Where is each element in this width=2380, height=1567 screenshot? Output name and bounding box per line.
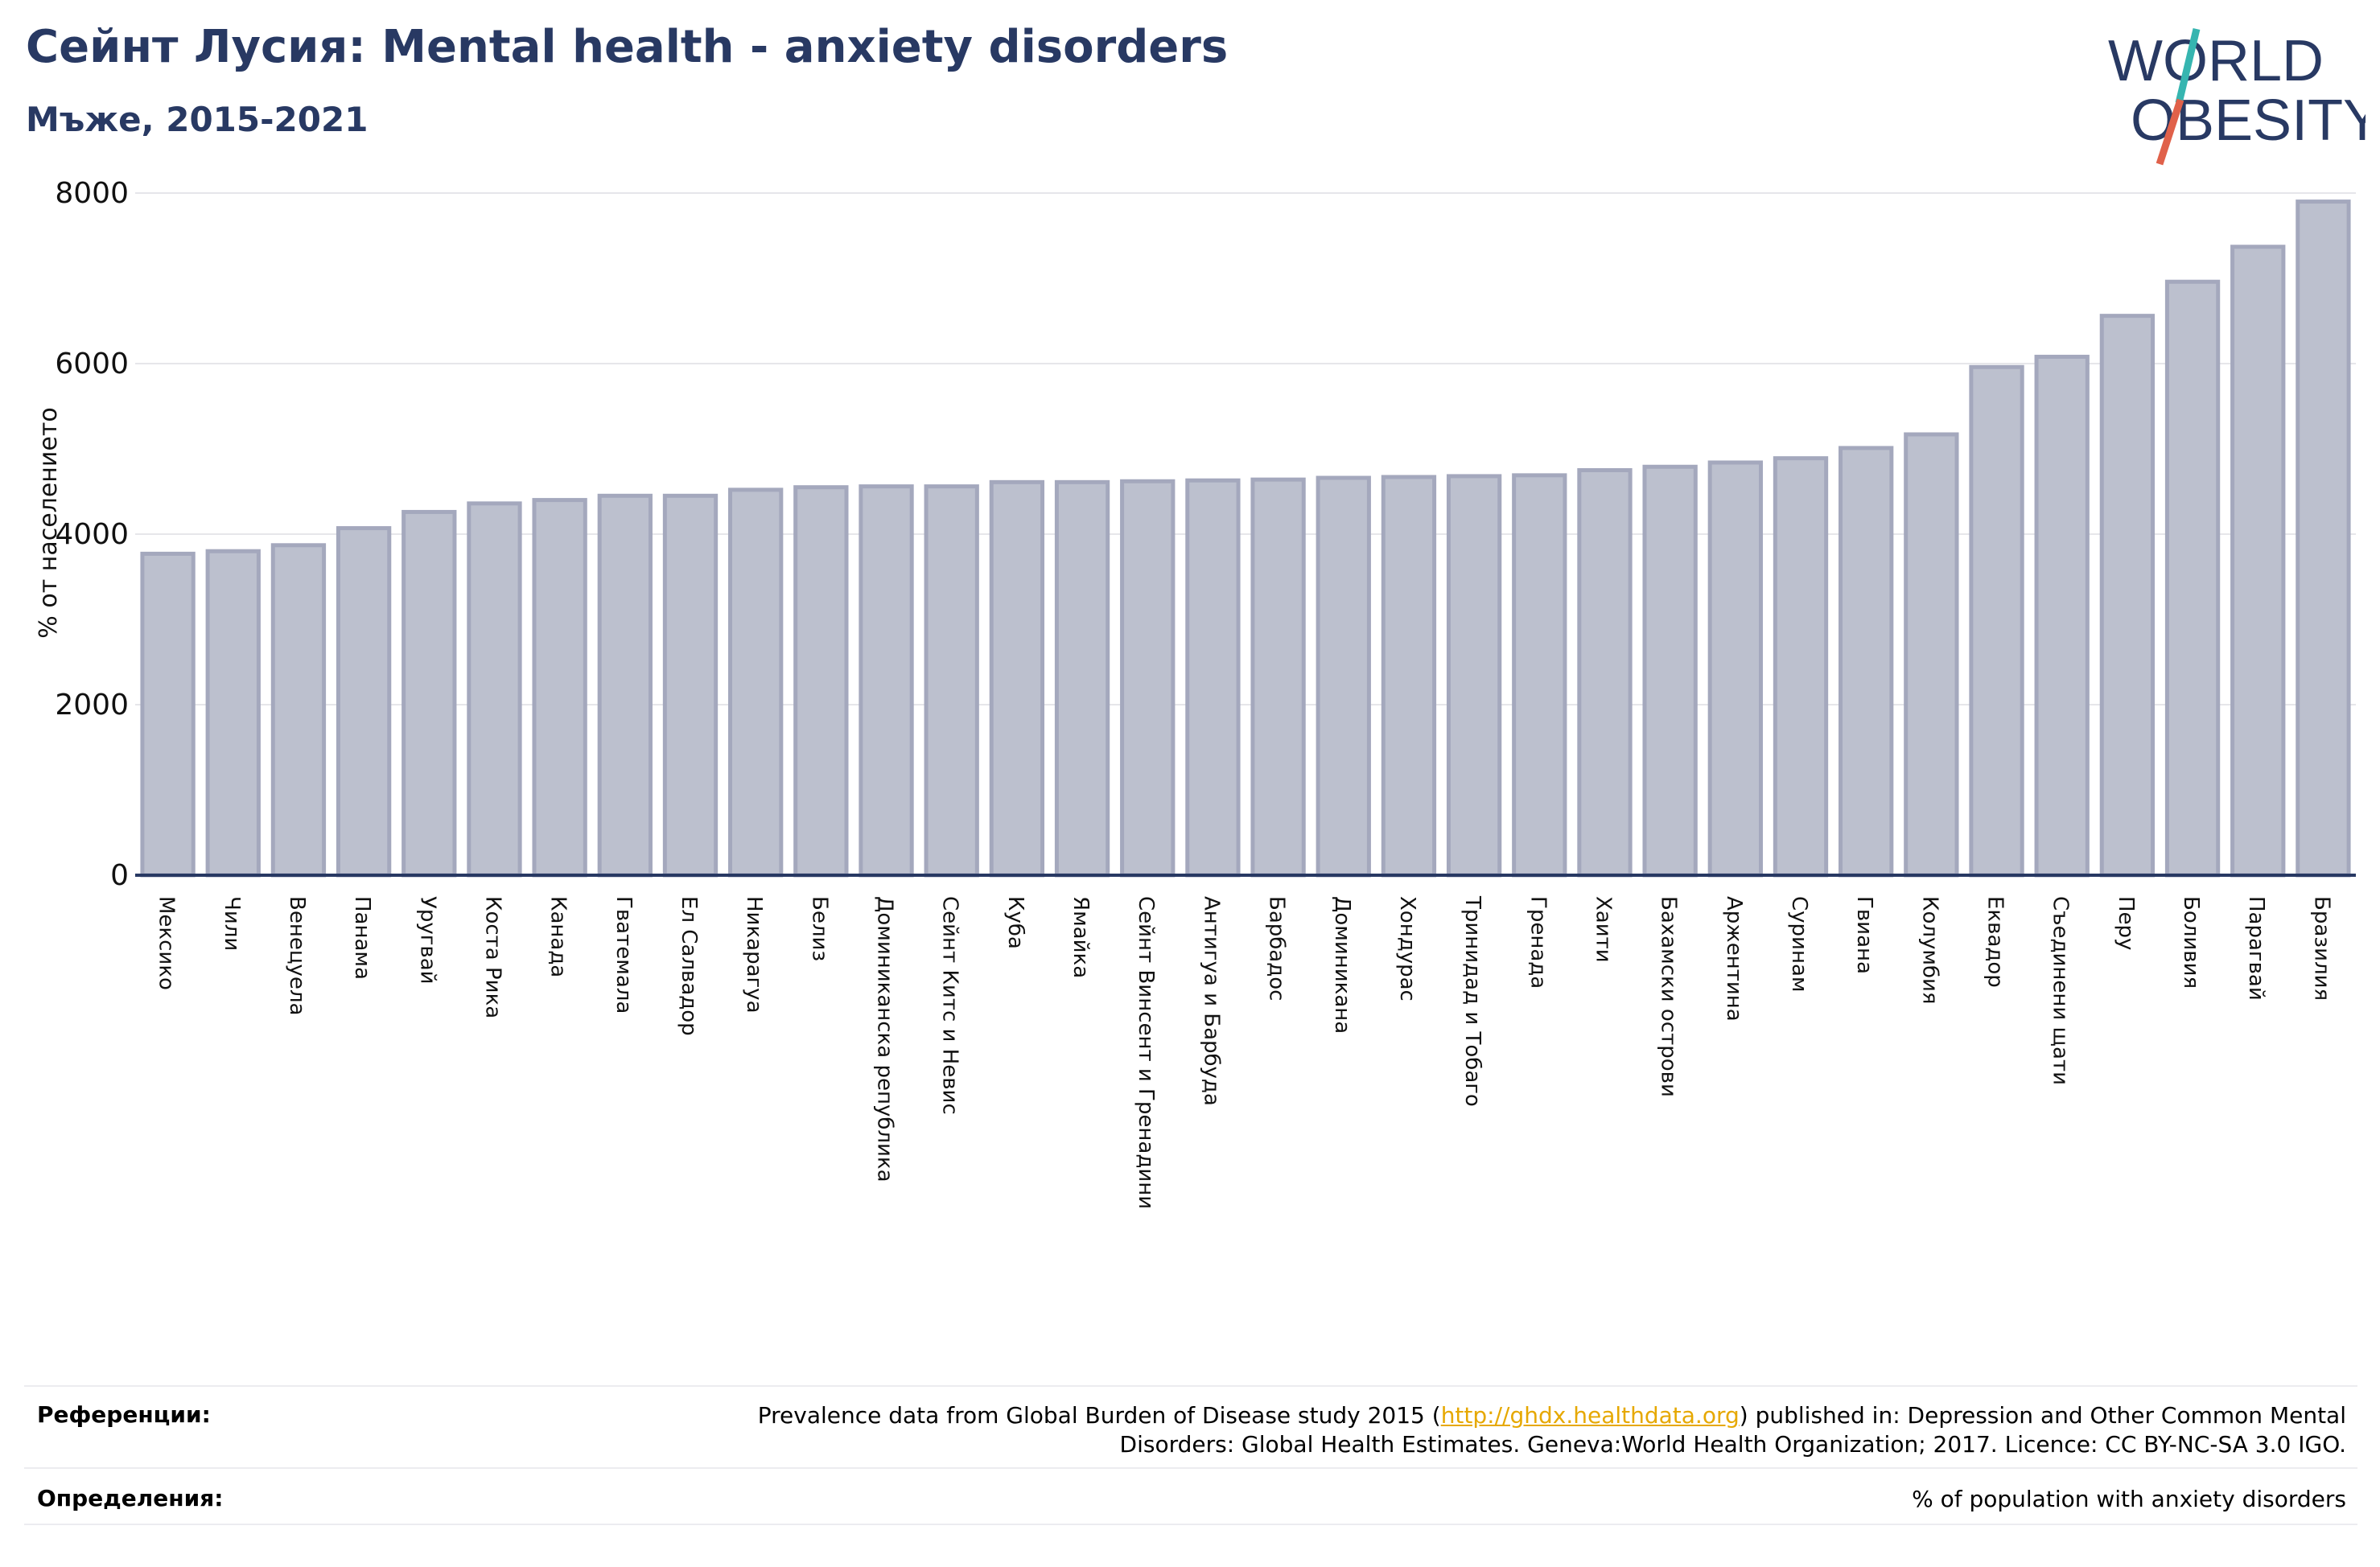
bar — [1773, 456, 1829, 878]
references-text-1: Prevalence data from Global Burden of Di… — [757, 1402, 1441, 1429]
x-tick-label: Съединени щати — [2049, 896, 2073, 1085]
bar — [1969, 364, 2024, 878]
x-tick-label: Куба — [1003, 896, 1027, 949]
bar — [2164, 279, 2221, 878]
bar — [270, 543, 327, 878]
x-tick-label: Доминикана — [1330, 896, 1354, 1034]
x-tick-label: Венецуела — [285, 896, 309, 1015]
x-tick-label: Мексико — [154, 896, 179, 990]
bar — [1185, 478, 1241, 878]
references-text-3: Disorders: Global Health Estimates. Gene… — [1119, 1431, 2346, 1458]
x-tick-label: Хаити — [1591, 896, 1615, 963]
x-tick-label: Никарагуа — [742, 896, 766, 1014]
x-tick-label: Коста Рика — [480, 896, 504, 1018]
bar — [924, 484, 979, 878]
references-text: Prevalence data from Global Burden of Di… — [758, 1401, 2346, 1459]
x-tick-label: Суринам — [1787, 896, 1811, 993]
bar — [859, 484, 914, 878]
bar — [2099, 314, 2156, 878]
bar — [989, 479, 1045, 878]
x-tick-label: Ямайка — [1069, 896, 1093, 978]
logo-slash-bottom — [2156, 98, 2184, 166]
y-tick-label: 4000 — [55, 518, 129, 551]
references-text-2: ) published in: Depression and Other Com… — [1739, 1402, 2346, 1429]
bar — [2230, 245, 2286, 878]
x-tick-label: Уругвай — [415, 896, 439, 985]
x-tick-label: Чили — [220, 896, 244, 951]
bar — [1512, 473, 1567, 878]
bar — [336, 526, 392, 878]
x-tick-label: Белиз — [807, 896, 831, 961]
x-tick-label: Сейнт Винсент и Гренадини — [1134, 896, 1158, 1209]
bar — [597, 493, 653, 878]
x-tick-label: Парагвай — [2244, 896, 2268, 1001]
references-link[interactable]: http://ghdx.healthdata.org — [1440, 1402, 1740, 1429]
chart-subtitle: Мъже, 2015-2021 — [26, 100, 369, 139]
bar — [1707, 460, 1763, 878]
x-tick-label: Ел Салвадор — [677, 896, 701, 1036]
x-tick-label: Аржентина — [1722, 896, 1746, 1022]
x-tick-label: Гватемала — [611, 896, 636, 1014]
x-tick-label: Перу — [2114, 896, 2138, 950]
bar — [1250, 477, 1306, 878]
bar — [140, 551, 196, 878]
x-tick-label: Тринидад и Тобаго — [1460, 895, 1484, 1107]
x-tick-label: Колумбия — [1917, 896, 1941, 1005]
bar — [467, 501, 522, 878]
bar — [532, 498, 587, 878]
bar — [662, 493, 719, 878]
bar — [1381, 475, 1437, 878]
footer-divider-middle — [24, 1467, 2357, 1469]
chart-title: Сейнт Лусия: Mental health - anxiety dis… — [26, 21, 1229, 73]
bar-chart: 0 2000 4000 6000 8000 Мексико Чили Венецуела Па… — [35, 177, 2356, 1209]
y-tick-label: 6000 — [55, 348, 129, 380]
logo-text-world: WORLD — [2108, 29, 2324, 93]
y-tick-label: 2000 — [55, 689, 129, 722]
bar — [2034, 355, 2090, 878]
x-tick-labels: Мексико Чили Венецуела Панама Уругвай Коста Р… — [154, 895, 2334, 1209]
footer-divider-bottom — [24, 1524, 2357, 1525]
y-tick-label: 0 — [110, 859, 129, 892]
x-tick-label: Канада — [546, 896, 570, 977]
bar — [1904, 432, 1959, 878]
x-tick-label: Барбадос — [1265, 896, 1289, 1001]
world-obesity-logo: WORLD OBESITY — [2108, 27, 2366, 166]
bar — [1054, 479, 1110, 878]
bar — [401, 509, 457, 878]
x-tick-label: Бразилия — [2309, 896, 2333, 1001]
x-tick-label: Боливия — [2179, 896, 2203, 989]
x-tick-label: Сейнт Китс и Невис — [938, 896, 962, 1115]
footer-divider-top — [24, 1385, 2357, 1387]
y-tick-labels: 0 2000 4000 6000 8000 — [55, 177, 129, 892]
bars — [140, 199, 2351, 878]
bar — [1577, 468, 1633, 878]
x-tick-label: Гвиана — [1852, 896, 1876, 974]
x-tick-label: Антигуа и Барбуда — [1199, 896, 1223, 1106]
x-tick-label: Гренада — [1526, 896, 1550, 989]
bar — [1446, 474, 1502, 878]
x-tick-label: Доминиканска република — [873, 896, 897, 1182]
bar — [1316, 475, 1371, 878]
x-tick-label: Еквадор — [1983, 896, 2007, 988]
y-axis-label: % от населението — [35, 407, 63, 638]
bar — [2296, 199, 2351, 878]
bar — [1839, 446, 1894, 878]
bar — [1642, 464, 1698, 878]
bar — [1120, 479, 1176, 878]
x-tick-label: Панама — [350, 896, 374, 980]
definitions-text: % of population with anxiety disorders — [1912, 1486, 2346, 1512]
definitions-label: Определения: — [37, 1485, 224, 1511]
references-label: Референции: — [37, 1401, 211, 1428]
bar — [728, 487, 784, 878]
logo-slash-top — [2175, 27, 2201, 105]
x-tick-label: Хондурас — [1395, 896, 1419, 1001]
x-tick-label: Бахамски острови — [1657, 896, 1681, 1097]
bar — [793, 485, 849, 878]
bar — [205, 549, 261, 878]
y-tick-label: 8000 — [55, 177, 129, 210]
